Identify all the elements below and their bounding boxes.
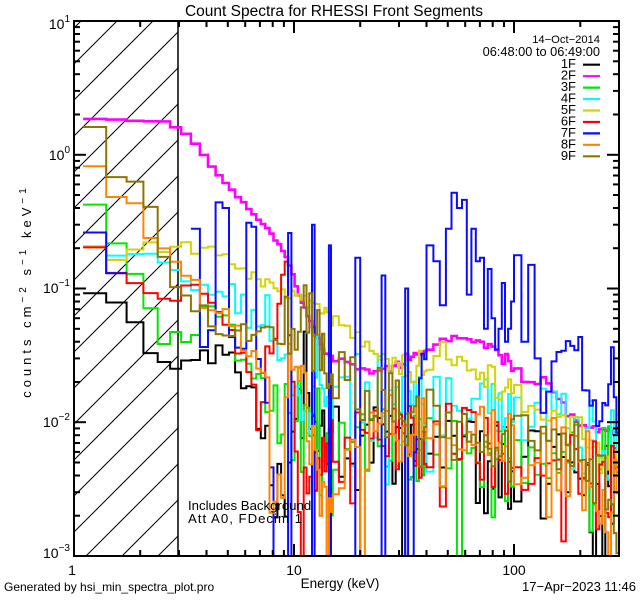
- svg-text:Count Spectra for RHESSI Front: Count Spectra for RHESSI Front Segments: [185, 3, 483, 20]
- svg-text:17−Apr−2023 11:46: 17−Apr−2023 11:46: [522, 579, 636, 594]
- svg-text:counts cm−2 s−1 keV−1: counts cm−2 s−1 keV−1: [18, 184, 34, 398]
- svg-text:4F: 4F: [561, 91, 576, 106]
- svg-text:3F: 3F: [561, 79, 576, 94]
- svg-text:5F: 5F: [561, 102, 576, 117]
- svg-text:1F: 1F: [561, 56, 576, 71]
- svg-text:7F: 7F: [561, 125, 576, 140]
- svg-text:6F: 6F: [561, 114, 576, 129]
- svg-text:Energy (keV): Energy (keV): [301, 576, 380, 591]
- svg-text:2F: 2F: [561, 68, 576, 83]
- svg-text:Att A0, FDecim 1: Att A0, FDecim 1: [188, 511, 303, 526]
- svg-text:Generated by hsi_min_spectra_p: Generated by hsi_min_spectra_plot.pro: [4, 580, 214, 594]
- svg-text:06:48:00 to 06:49:00: 06:48:00 to 06:49:00: [483, 44, 600, 59]
- svg-text:1: 1: [68, 562, 76, 578]
- svg-text:100: 100: [502, 562, 526, 578]
- svg-text:9F: 9F: [561, 148, 576, 163]
- svg-text:10: 10: [286, 562, 302, 578]
- svg-text:14−Oct−2014: 14−Oct−2014: [532, 34, 600, 46]
- svg-text:8F: 8F: [561, 136, 576, 151]
- svg-text:Includes Background: Includes Background: [188, 498, 311, 513]
